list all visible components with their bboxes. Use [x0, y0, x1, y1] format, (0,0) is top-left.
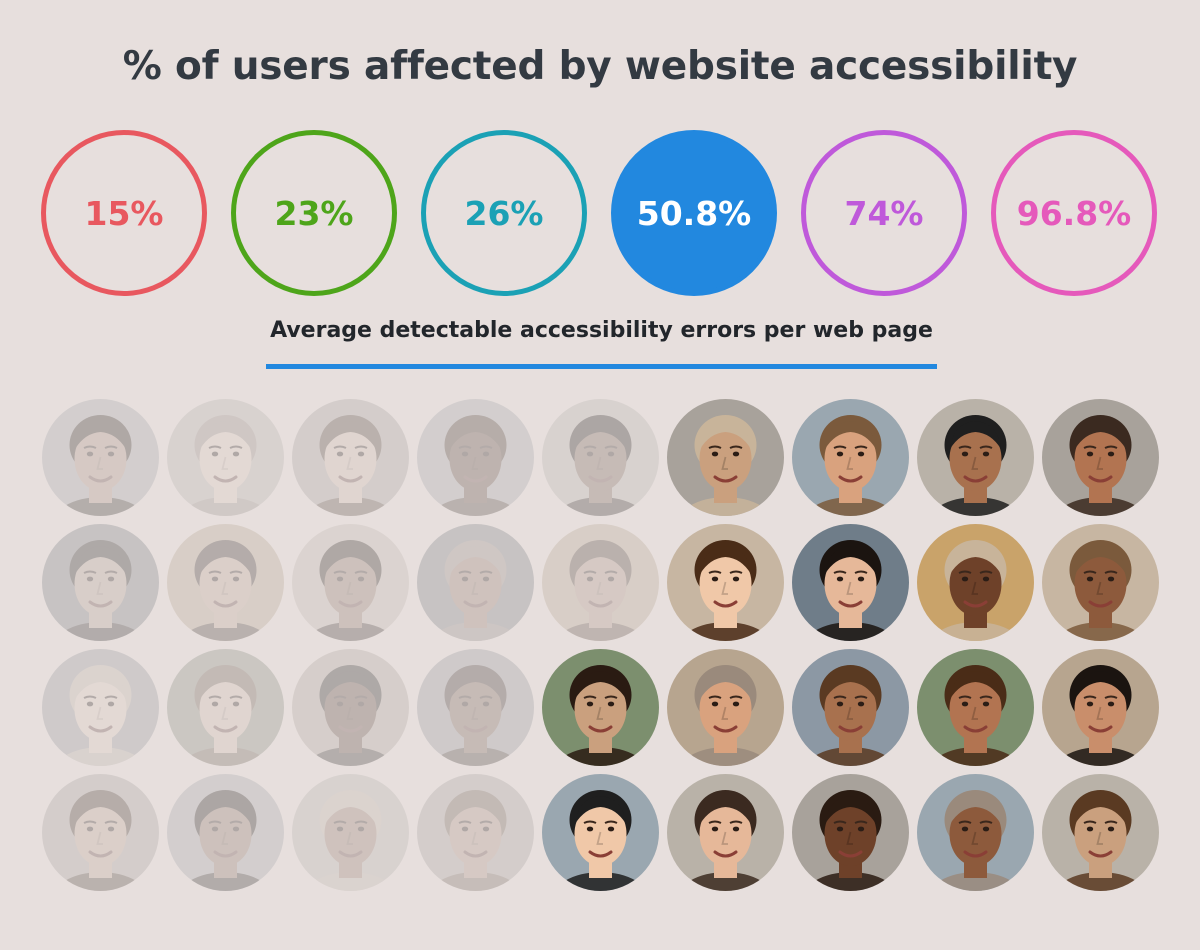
stat-value: 23%	[274, 193, 354, 233]
person-avatar-icon	[42, 649, 159, 766]
person-avatar-icon	[917, 524, 1034, 641]
person-avatar-icon	[1042, 774, 1159, 891]
person-avatar-icon	[292, 774, 409, 891]
person-avatar-icon	[542, 774, 659, 891]
person-avatar-icon	[292, 524, 409, 641]
person-avatar-icon	[292, 399, 409, 516]
person-avatar-icon	[417, 399, 534, 516]
person-avatar-icon	[792, 399, 909, 516]
person-avatar-icon	[917, 774, 1034, 891]
person-avatar-icon	[417, 774, 534, 891]
stat-value: 74%	[844, 193, 924, 233]
person-avatar-icon	[167, 399, 284, 516]
person-avatar-icon	[42, 399, 159, 516]
stat-circle-96-8: 96.8%	[991, 130, 1157, 296]
person-avatar-icon	[1042, 524, 1159, 641]
subtitle-underline	[266, 364, 937, 369]
person-avatar-icon	[792, 774, 909, 891]
person-avatar-icon	[917, 649, 1034, 766]
stat-value: 50.8%	[636, 193, 752, 233]
stat-circle-23: 23%	[231, 130, 397, 296]
person-avatar-icon	[42, 524, 159, 641]
person-avatar-icon	[667, 649, 784, 766]
person-avatar-icon	[542, 399, 659, 516]
stat-circle-15: 15%	[41, 130, 207, 296]
person-avatar-icon	[292, 649, 409, 766]
stat-circle-74: 74%	[801, 130, 967, 296]
section-subtitle: Average detectable accessibility errors …	[270, 318, 933, 343]
stat-value: 15%	[84, 193, 164, 233]
person-avatar-icon	[667, 524, 784, 641]
person-avatar-icon	[417, 524, 534, 641]
person-avatar-icon	[667, 774, 784, 891]
person-avatar-icon	[167, 649, 284, 766]
face-grid	[42, 399, 1159, 892]
person-avatar-icon	[542, 649, 659, 766]
person-avatar-icon	[917, 399, 1034, 516]
person-avatar-icon	[1042, 399, 1159, 516]
person-avatar-icon	[1042, 649, 1159, 766]
stat-value: 26%	[464, 193, 544, 233]
person-avatar-icon	[167, 774, 284, 891]
person-avatar-icon	[542, 524, 659, 641]
person-avatar-icon	[792, 649, 909, 766]
stat-circle-26: 26%	[421, 130, 587, 296]
person-avatar-icon	[667, 399, 784, 516]
person-avatar-icon	[167, 524, 284, 641]
person-avatar-icon	[42, 774, 159, 891]
stat-circle-50-8: 50.8%	[611, 130, 777, 296]
stat-value: 96.8%	[1016, 193, 1132, 233]
page-title: % of users affected by website accessibi…	[122, 44, 1078, 89]
person-avatar-icon	[417, 649, 534, 766]
person-avatar-icon	[792, 524, 909, 641]
